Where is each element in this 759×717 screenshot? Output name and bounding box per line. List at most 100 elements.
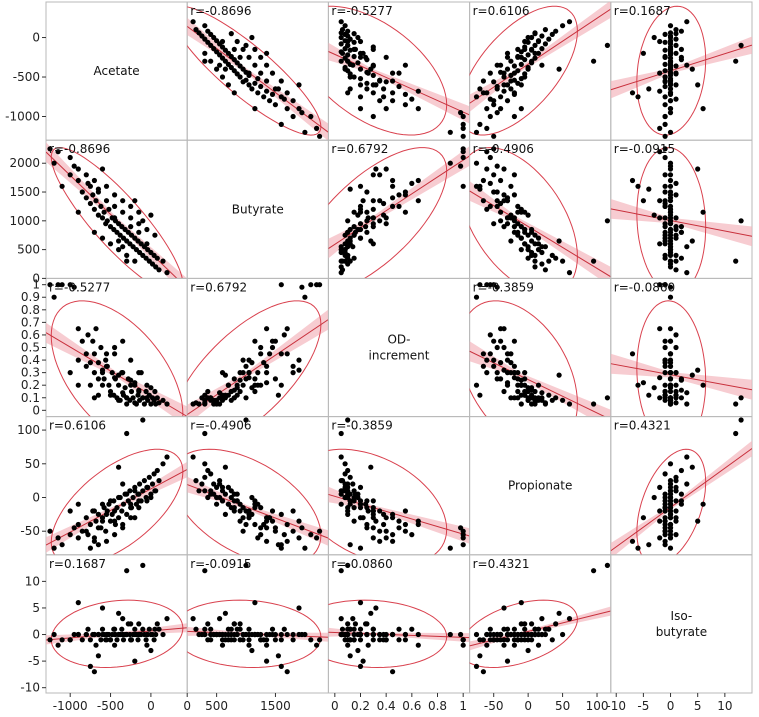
data-point bbox=[272, 631, 278, 638]
data-point bbox=[522, 388, 528, 395]
data-point bbox=[140, 395, 146, 401]
data-point bbox=[228, 30, 234, 37]
data-point bbox=[477, 186, 483, 192]
data-point bbox=[357, 631, 364, 638]
data-point bbox=[205, 467, 211, 474]
data-point bbox=[112, 215, 118, 221]
data-point bbox=[144, 382, 150, 388]
data-point bbox=[396, 626, 402, 632]
data-point bbox=[136, 621, 142, 627]
data-point bbox=[532, 30, 538, 37]
data-point bbox=[249, 86, 255, 92]
y-tick-label: 2000 bbox=[9, 156, 40, 170]
data-point bbox=[95, 186, 101, 192]
data-point bbox=[657, 215, 663, 221]
data-point bbox=[211, 401, 217, 407]
data-point bbox=[83, 528, 89, 534]
data-point bbox=[350, 62, 356, 68]
data-point bbox=[264, 88, 270, 94]
data-point bbox=[87, 382, 93, 388]
data-point bbox=[107, 637, 114, 643]
data-point bbox=[160, 397, 166, 403]
data-point bbox=[390, 177, 396, 184]
data-point bbox=[128, 357, 134, 363]
data-point bbox=[357, 226, 364, 233]
cell-butyrate-vs-od-increment: r=0.6792 bbox=[327, 139, 471, 279]
data-point bbox=[152, 488, 158, 494]
variable-label: Butyrate bbox=[232, 202, 284, 216]
data-point bbox=[501, 82, 507, 88]
data-point bbox=[511, 192, 517, 198]
data-point bbox=[258, 351, 264, 357]
data-point bbox=[518, 106, 524, 112]
data-point bbox=[360, 658, 366, 664]
data-point bbox=[338, 270, 344, 276]
data-point bbox=[338, 19, 344, 25]
data-point bbox=[415, 177, 421, 184]
data-point bbox=[447, 631, 453, 638]
data-point bbox=[264, 380, 270, 386]
data-point bbox=[284, 669, 290, 675]
data-point bbox=[103, 351, 110, 357]
data-point bbox=[667, 284, 674, 290]
data-point bbox=[93, 642, 99, 648]
data-point bbox=[281, 532, 287, 538]
data-point bbox=[501, 388, 507, 395]
data-point bbox=[539, 249, 545, 256]
data-point bbox=[377, 218, 383, 224]
data-point bbox=[91, 370, 97, 376]
data-point bbox=[673, 232, 679, 238]
data-point bbox=[689, 464, 695, 470]
data-point bbox=[477, 653, 483, 659]
data-point bbox=[673, 258, 679, 264]
data-point bbox=[364, 189, 370, 195]
data-point bbox=[673, 27, 679, 33]
data-point bbox=[532, 42, 538, 49]
data-point bbox=[246, 508, 252, 514]
data-point bbox=[154, 395, 160, 401]
data-point bbox=[231, 395, 237, 401]
data-point bbox=[258, 344, 264, 351]
data-point bbox=[347, 186, 353, 192]
data-point bbox=[667, 166, 674, 172]
data-point bbox=[673, 508, 679, 514]
data-point bbox=[539, 244, 545, 250]
cell-plot-area bbox=[46, 562, 188, 675]
data-point bbox=[67, 154, 73, 161]
data-point bbox=[128, 501, 134, 507]
x-tick-label: 0.8 bbox=[428, 699, 447, 713]
data-point bbox=[47, 282, 53, 288]
data-point bbox=[629, 351, 636, 357]
data-point bbox=[345, 218, 351, 224]
data-point bbox=[673, 332, 679, 338]
cell-iso-butyrate-vs-od-increment: r=-0.0860 bbox=[327, 554, 471, 694]
data-point bbox=[219, 484, 226, 490]
data-point bbox=[370, 215, 376, 221]
data-point bbox=[284, 326, 290, 332]
data-point bbox=[733, 258, 739, 264]
data-point bbox=[103, 528, 109, 534]
data-point bbox=[284, 90, 290, 96]
data-point bbox=[529, 621, 535, 627]
data-point bbox=[217, 616, 223, 622]
data-point bbox=[667, 229, 674, 235]
data-point bbox=[112, 642, 118, 648]
data-point bbox=[511, 63, 517, 69]
data-point bbox=[673, 36, 679, 42]
data-point bbox=[532, 232, 538, 238]
data-point bbox=[560, 258, 566, 264]
data-point bbox=[539, 390, 545, 396]
x-tick-label: 0 bbox=[331, 699, 339, 713]
y-tick-label: 0 bbox=[32, 403, 40, 417]
data-point bbox=[55, 149, 61, 155]
data-point bbox=[240, 357, 246, 363]
data-point bbox=[415, 631, 421, 638]
data-point bbox=[116, 494, 122, 501]
data-point bbox=[542, 626, 549, 632]
data-point bbox=[258, 70, 264, 76]
data-point bbox=[272, 102, 278, 108]
data-point bbox=[460, 146, 466, 152]
data-point bbox=[299, 110, 305, 116]
data-point bbox=[377, 631, 383, 638]
data-point bbox=[308, 113, 314, 120]
